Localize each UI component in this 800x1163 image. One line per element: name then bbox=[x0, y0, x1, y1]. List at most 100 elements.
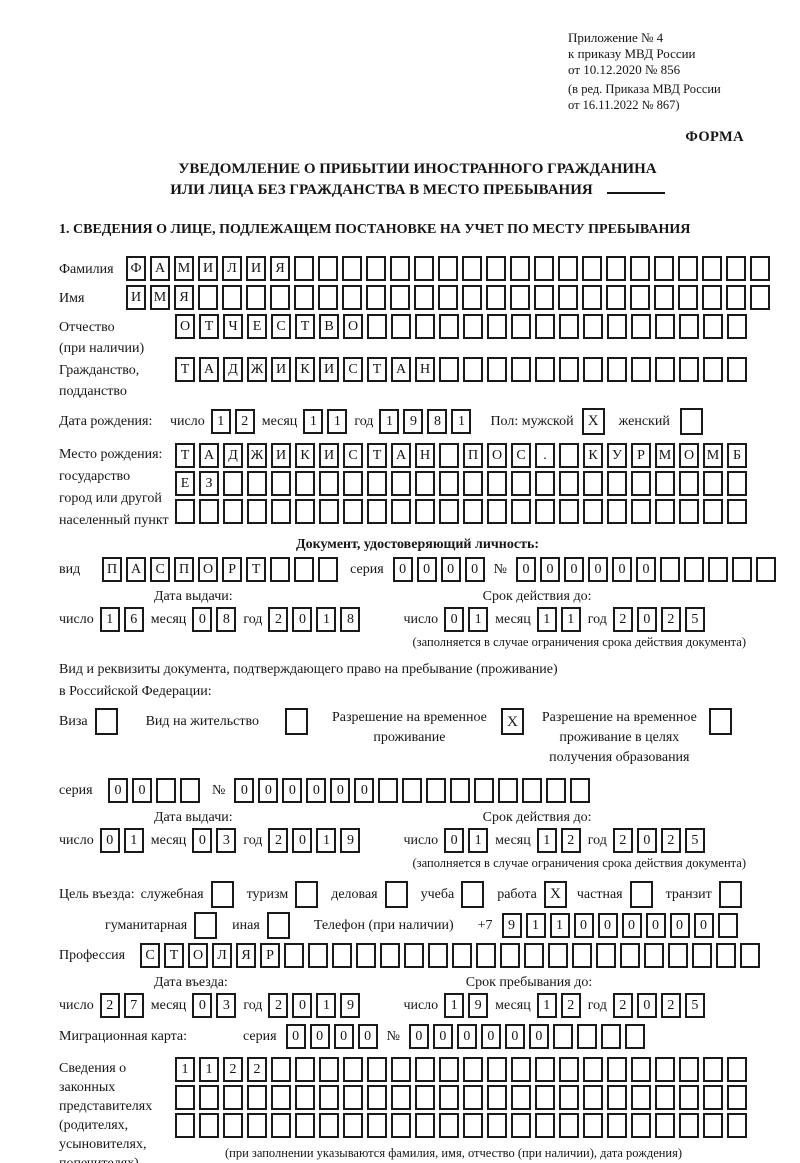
char-cell[interactable]: И bbox=[246, 256, 266, 281]
visa-checkbox[interactable] bbox=[94, 708, 118, 735]
char-cell[interactable]: Д bbox=[223, 443, 243, 468]
char-cell[interactable] bbox=[750, 256, 770, 281]
char-cell[interactable]: Я bbox=[270, 256, 290, 281]
char-cell[interactable] bbox=[343, 471, 363, 496]
char-cell[interactable]: 8 bbox=[216, 607, 237, 632]
sex-male-checkbox[interactable]: X bbox=[581, 408, 605, 435]
char-cell[interactable]: 0 bbox=[588, 557, 608, 582]
char-cell[interactable] bbox=[439, 499, 459, 524]
char-cell[interactable] bbox=[534, 285, 554, 310]
char-cell[interactable] bbox=[271, 1085, 291, 1110]
char-cell[interactable]: 1 bbox=[536, 993, 557, 1018]
char-cell[interactable] bbox=[450, 778, 471, 803]
char-cell[interactable] bbox=[415, 471, 435, 496]
char-cell[interactable] bbox=[572, 943, 592, 968]
char-cell[interactable] bbox=[679, 1085, 699, 1110]
char-cell[interactable] bbox=[620, 943, 640, 968]
char-cell[interactable]: 5 bbox=[684, 993, 705, 1018]
char-cell[interactable] bbox=[606, 256, 626, 281]
char-cell[interactable]: К bbox=[295, 357, 315, 382]
char-cell[interactable] bbox=[702, 256, 722, 281]
char-cell[interactable] bbox=[428, 943, 448, 968]
char-cell[interactable]: И bbox=[319, 357, 339, 382]
char-cell[interactable] bbox=[510, 285, 530, 310]
char-cell[interactable]: 0 bbox=[504, 1024, 525, 1049]
char-cell[interactable]: 0 bbox=[192, 993, 213, 1018]
birthplace-line3[interactable] bbox=[175, 499, 747, 524]
char-cell[interactable]: 1 bbox=[199, 1057, 219, 1082]
char-cell[interactable]: 0 bbox=[192, 607, 213, 632]
char-cell[interactable] bbox=[559, 1113, 579, 1138]
char-cell[interactable] bbox=[391, 1057, 411, 1082]
char-cell[interactable] bbox=[570, 778, 591, 803]
char-cell[interactable] bbox=[654, 285, 674, 310]
char-cell[interactable]: 3 bbox=[216, 828, 237, 853]
char-cell[interactable] bbox=[524, 943, 544, 968]
char-cell[interactable]: 0 bbox=[306, 778, 327, 803]
char-cell[interactable] bbox=[498, 778, 519, 803]
char-cell[interactable]: Л bbox=[212, 943, 232, 968]
char-cell[interactable]: А bbox=[199, 357, 219, 382]
purpose-other-checkbox[interactable] bbox=[266, 912, 290, 939]
char-cell[interactable]: А bbox=[391, 357, 411, 382]
char-cell[interactable] bbox=[678, 256, 698, 281]
char-cell[interactable] bbox=[583, 357, 603, 382]
char-cell[interactable] bbox=[271, 499, 291, 524]
char-cell[interactable]: Я bbox=[236, 943, 256, 968]
char-cell[interactable] bbox=[439, 1085, 459, 1110]
char-cell[interactable] bbox=[727, 1113, 747, 1138]
char-cell[interactable]: 0 bbox=[234, 778, 255, 803]
char-cell[interactable] bbox=[415, 1113, 435, 1138]
char-cell[interactable] bbox=[295, 1057, 315, 1082]
char-cell[interactable]: О bbox=[343, 314, 363, 339]
char-cell[interactable]: 0 bbox=[480, 1024, 501, 1049]
char-cell[interactable] bbox=[294, 256, 314, 281]
char-cell[interactable]: С bbox=[511, 443, 531, 468]
char-cell[interactable] bbox=[180, 778, 200, 803]
char-cell[interactable]: С bbox=[343, 443, 363, 468]
char-cell[interactable] bbox=[342, 285, 362, 310]
char-cell[interactable]: Я bbox=[174, 285, 194, 310]
char-cell[interactable] bbox=[319, 499, 339, 524]
char-cell[interactable] bbox=[607, 357, 627, 382]
char-cell[interactable]: 0 bbox=[282, 778, 303, 803]
char-cell[interactable]: 2 bbox=[612, 607, 633, 632]
char-cell[interactable] bbox=[703, 314, 723, 339]
char-cell[interactable]: 2 bbox=[660, 607, 681, 632]
char-cell[interactable] bbox=[535, 314, 555, 339]
char-cell[interactable] bbox=[535, 499, 555, 524]
char-cell[interactable] bbox=[343, 1085, 363, 1110]
char-cell[interactable] bbox=[727, 1057, 747, 1082]
char-cell[interactable]: 2 bbox=[99, 993, 120, 1018]
char-cell[interactable]: Д bbox=[223, 357, 243, 382]
char-cell[interactable] bbox=[679, 471, 699, 496]
char-cell[interactable] bbox=[367, 499, 387, 524]
char-cell[interactable] bbox=[198, 285, 218, 310]
char-cell[interactable]: 0 bbox=[354, 778, 375, 803]
char-cell[interactable] bbox=[631, 314, 651, 339]
char-cell[interactable]: С bbox=[140, 943, 160, 968]
char-cell[interactable]: 0 bbox=[330, 778, 351, 803]
char-cell[interactable]: К bbox=[295, 443, 315, 468]
char-cell[interactable] bbox=[463, 471, 483, 496]
char-cell[interactable] bbox=[463, 1113, 483, 1138]
char-cell[interactable]: 0 bbox=[444, 828, 465, 853]
char-cell[interactable]: О bbox=[188, 943, 208, 968]
char-cell[interactable]: Т bbox=[175, 357, 195, 382]
char-cell[interactable] bbox=[295, 1113, 315, 1138]
char-cell[interactable] bbox=[199, 499, 219, 524]
char-cell[interactable] bbox=[631, 499, 651, 524]
char-cell[interactable]: 9 bbox=[468, 993, 489, 1018]
char-cell[interactable] bbox=[438, 285, 458, 310]
char-cell[interactable] bbox=[318, 557, 339, 582]
char-cell[interactable]: 0 bbox=[440, 557, 461, 582]
char-cell[interactable] bbox=[426, 778, 447, 803]
